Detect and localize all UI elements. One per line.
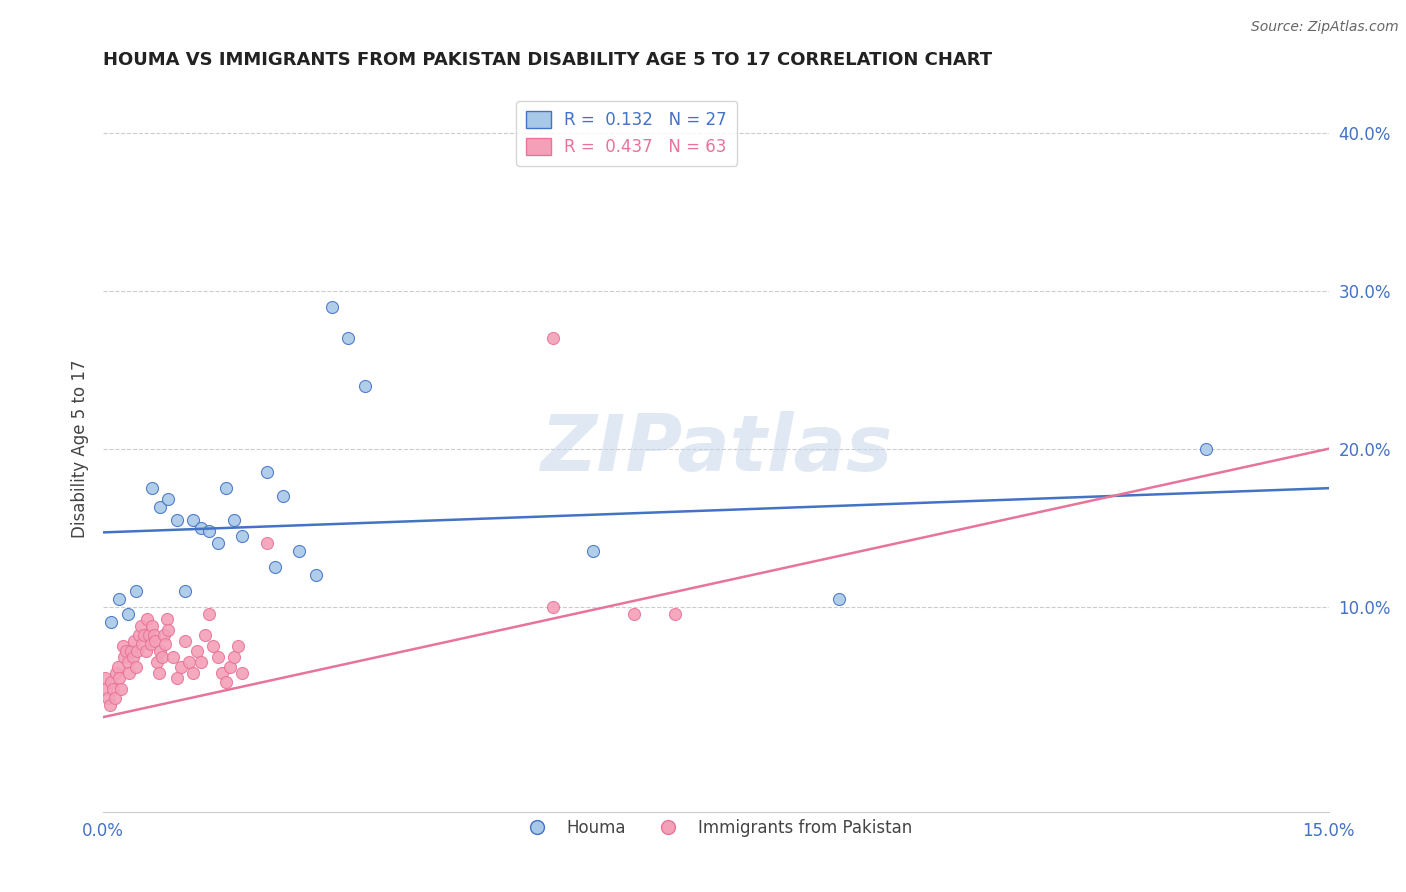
Point <box>149 500 172 515</box>
Point <box>125 659 148 673</box>
Point <box>117 607 139 622</box>
Point <box>582 544 605 558</box>
Point <box>132 628 155 642</box>
Point <box>190 655 212 669</box>
Point <box>146 655 169 669</box>
Point <box>198 524 221 538</box>
Point <box>222 513 245 527</box>
Point <box>162 650 184 665</box>
Point <box>142 628 165 642</box>
Point <box>157 624 180 638</box>
Point <box>138 628 160 642</box>
Point <box>256 466 278 480</box>
Point <box>198 607 221 622</box>
Point <box>231 528 253 542</box>
Point <box>186 644 208 658</box>
Point <box>145 634 167 648</box>
Text: HOUMA VS IMMIGRANTS FROM PAKISTAN DISABILITY AGE 5 TO 17 CORRELATION CHART: HOUMA VS IMMIGRANTS FROM PAKISTAN DISABI… <box>103 51 993 69</box>
Point <box>337 331 360 345</box>
Point <box>1195 442 1218 456</box>
Point <box>207 536 229 550</box>
Point <box>149 644 172 658</box>
Point <box>152 628 174 642</box>
Point <box>173 583 195 598</box>
Point <box>304 568 326 582</box>
Point <box>177 655 200 669</box>
Point <box>207 650 229 665</box>
Point <box>112 650 135 665</box>
Point <box>256 536 278 550</box>
Point <box>271 489 294 503</box>
Text: Source: ZipAtlas.com: Source: ZipAtlas.com <box>1251 20 1399 34</box>
Point <box>226 639 249 653</box>
Point <box>110 681 132 696</box>
Point <box>111 639 134 653</box>
Point <box>827 591 849 606</box>
Point <box>181 513 204 527</box>
Point <box>131 638 153 652</box>
Point <box>107 659 129 673</box>
Point <box>218 659 240 673</box>
Point <box>541 331 564 345</box>
Point <box>141 481 163 495</box>
Point <box>117 655 139 669</box>
Point <box>96 681 118 696</box>
Point <box>215 675 238 690</box>
Point <box>222 650 245 665</box>
Point <box>101 681 124 696</box>
Point <box>321 300 343 314</box>
Point <box>122 634 145 648</box>
Point <box>128 628 150 642</box>
Point <box>173 634 195 648</box>
Point <box>156 612 179 626</box>
Point <box>98 698 121 712</box>
Text: ZIPatlas: ZIPatlas <box>540 410 891 487</box>
Point <box>97 691 120 706</box>
Legend: Houma, Immigrants from Pakistan: Houma, Immigrants from Pakistan <box>513 812 918 844</box>
Point <box>166 671 188 685</box>
Point <box>103 691 125 706</box>
Point <box>136 612 159 626</box>
Point <box>148 665 170 680</box>
Point <box>181 665 204 680</box>
Point <box>202 639 225 653</box>
Point <box>664 607 686 622</box>
Point <box>120 644 142 658</box>
Point <box>108 591 131 606</box>
Point <box>231 665 253 680</box>
Point <box>150 650 173 665</box>
Point <box>129 618 152 632</box>
Point <box>100 675 122 690</box>
Point <box>135 644 157 658</box>
Point <box>263 560 285 574</box>
Point <box>155 638 177 652</box>
Point <box>108 671 131 685</box>
Point <box>353 378 375 392</box>
Point <box>139 638 162 652</box>
Point <box>118 665 141 680</box>
Point <box>541 599 564 614</box>
Point <box>211 665 233 680</box>
Point <box>121 650 143 665</box>
Y-axis label: Disability Age 5 to 17: Disability Age 5 to 17 <box>72 359 89 538</box>
Point <box>94 671 117 685</box>
Point <box>127 644 149 658</box>
Point <box>170 659 193 673</box>
Point <box>157 492 180 507</box>
Point <box>115 644 138 658</box>
Point <box>125 583 148 598</box>
Point <box>100 615 122 630</box>
Point <box>105 665 128 680</box>
Point <box>166 513 188 527</box>
Point <box>215 481 238 495</box>
Point <box>623 607 645 622</box>
Point <box>288 544 311 558</box>
Point <box>194 628 217 642</box>
Point <box>141 618 163 632</box>
Point <box>190 521 212 535</box>
